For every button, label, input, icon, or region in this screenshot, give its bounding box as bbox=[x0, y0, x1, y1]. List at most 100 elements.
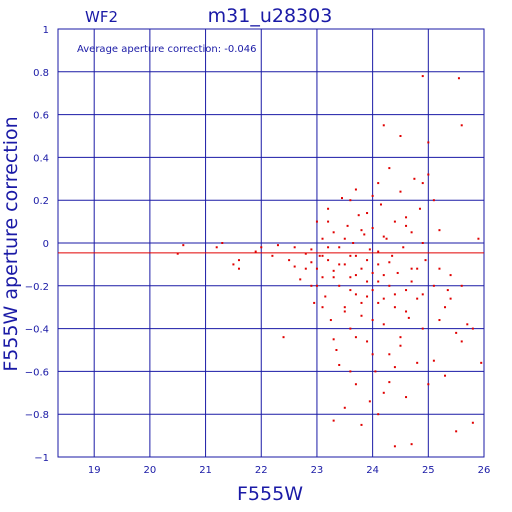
x-tick-labels: 19 20 21 22 23 24 25 26 bbox=[88, 465, 491, 476]
data-point bbox=[354, 336, 357, 339]
data-point bbox=[343, 263, 346, 266]
data-point bbox=[446, 289, 449, 292]
data-point bbox=[366, 295, 369, 298]
data-point bbox=[332, 419, 335, 422]
data-point bbox=[343, 237, 346, 240]
data-point bbox=[416, 361, 419, 364]
data-points bbox=[176, 75, 483, 448]
data-point bbox=[366, 340, 369, 343]
data-point bbox=[282, 336, 285, 339]
data-point bbox=[360, 229, 363, 232]
chart-title: m31_u28303 bbox=[208, 5, 333, 27]
data-point bbox=[254, 250, 257, 253]
data-point bbox=[455, 331, 458, 334]
data-point bbox=[176, 252, 179, 255]
grid-lines bbox=[58, 28, 485, 458]
data-point bbox=[321, 254, 324, 257]
y-tick-label: 0 bbox=[43, 239, 49, 250]
data-point bbox=[388, 261, 391, 264]
data-point bbox=[343, 406, 346, 409]
data-point bbox=[368, 248, 371, 251]
data-point bbox=[438, 229, 441, 232]
data-point bbox=[377, 263, 380, 266]
data-point bbox=[327, 246, 330, 249]
data-point bbox=[232, 263, 235, 266]
data-point bbox=[382, 391, 385, 394]
x-tick-label: 20 bbox=[144, 465, 157, 476]
data-point bbox=[346, 224, 349, 227]
data-point bbox=[293, 246, 296, 249]
x-tick-label: 25 bbox=[422, 465, 435, 476]
data-point bbox=[410, 231, 413, 234]
data-point bbox=[349, 370, 352, 373]
y-tick-label: −0.4 bbox=[25, 325, 49, 336]
data-point bbox=[421, 242, 424, 244]
data-point bbox=[371, 353, 374, 356]
data-point bbox=[418, 207, 421, 210]
data-point bbox=[444, 306, 447, 309]
data-point bbox=[327, 207, 330, 210]
data-point bbox=[471, 421, 474, 424]
data-point bbox=[455, 430, 458, 433]
data-point bbox=[460, 340, 463, 343]
data-point bbox=[332, 276, 335, 279]
data-point bbox=[382, 235, 385, 238]
data-point bbox=[449, 297, 452, 300]
data-point bbox=[396, 271, 399, 274]
data-point bbox=[371, 289, 374, 292]
data-point bbox=[368, 400, 371, 403]
data-point bbox=[399, 344, 402, 347]
data-point bbox=[349, 254, 352, 257]
x-axis-label: F555W bbox=[237, 483, 303, 505]
data-point bbox=[313, 301, 316, 304]
data-point bbox=[399, 190, 402, 193]
data-point bbox=[349, 289, 352, 292]
data-point bbox=[460, 124, 463, 127]
data-point bbox=[377, 250, 380, 253]
data-point bbox=[237, 267, 240, 270]
data-point bbox=[338, 246, 341, 249]
data-point bbox=[399, 135, 402, 137]
data-point bbox=[421, 327, 424, 330]
data-point bbox=[385, 237, 388, 240]
data-point bbox=[405, 289, 408, 292]
data-point bbox=[413, 177, 416, 180]
annotation-average: Average aperture correction: -0.046 bbox=[77, 44, 257, 55]
data-point bbox=[318, 254, 321, 257]
data-point bbox=[371, 271, 374, 274]
data-point bbox=[366, 212, 369, 215]
data-point bbox=[432, 199, 435, 202]
y-tick-label: 0.8 bbox=[33, 68, 49, 79]
data-point bbox=[366, 259, 369, 262]
data-point bbox=[304, 252, 307, 255]
data-point bbox=[402, 246, 405, 249]
data-point bbox=[480, 361, 483, 364]
data-point bbox=[391, 254, 394, 257]
data-point bbox=[354, 383, 357, 386]
data-point bbox=[329, 319, 332, 322]
data-point bbox=[237, 259, 240, 262]
data-point bbox=[449, 274, 452, 277]
y-tick-label: 0.4 bbox=[33, 153, 49, 164]
data-point bbox=[377, 280, 380, 283]
data-point bbox=[432, 284, 435, 287]
data-point bbox=[424, 259, 427, 262]
data-point bbox=[360, 301, 363, 304]
data-point bbox=[293, 265, 296, 268]
data-point bbox=[341, 197, 343, 200]
data-point bbox=[349, 276, 352, 279]
data-point bbox=[421, 293, 424, 296]
data-point bbox=[393, 293, 396, 296]
data-point bbox=[407, 316, 410, 319]
y-tick-label: −0.2 bbox=[25, 282, 49, 293]
data-point bbox=[405, 224, 408, 227]
data-point bbox=[471, 327, 474, 330]
data-point bbox=[427, 141, 430, 144]
y-tick-label: 0.2 bbox=[33, 196, 49, 207]
y-axis-label: F555W aperture correction bbox=[0, 116, 22, 371]
y-tick-label: −0.6 bbox=[25, 367, 49, 378]
x-tick-label: 26 bbox=[478, 465, 491, 476]
x-tick-label: 23 bbox=[311, 465, 324, 476]
data-point bbox=[343, 306, 346, 309]
y-tick-label: −1 bbox=[34, 453, 49, 464]
